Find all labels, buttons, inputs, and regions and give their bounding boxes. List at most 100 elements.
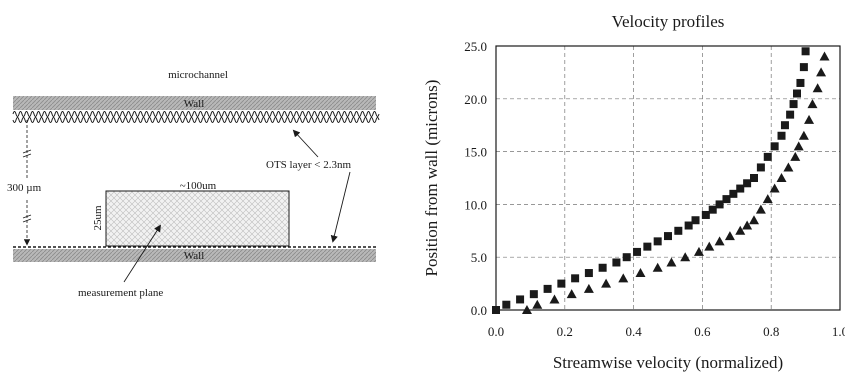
square-marker bbox=[780, 121, 789, 130]
triangle-marker bbox=[549, 294, 560, 304]
channel-height-label: 300 µm bbox=[7, 182, 42, 194]
triangle-marker bbox=[769, 183, 780, 193]
square-marker bbox=[622, 253, 631, 262]
square-marker bbox=[529, 290, 538, 299]
triangle-marker bbox=[819, 51, 830, 61]
square-marker bbox=[756, 163, 765, 172]
chart-gridlines bbox=[496, 46, 840, 310]
triangle-marker bbox=[812, 83, 823, 93]
box-width-label: ~100um bbox=[180, 180, 217, 192]
square-marker bbox=[492, 306, 500, 314]
ots-layer-wavy bbox=[12, 111, 380, 117]
x-tick-label: 0.2 bbox=[557, 324, 573, 339]
triangle-marker bbox=[566, 289, 577, 299]
square-marker bbox=[715, 200, 724, 209]
x-tick-label: 0.4 bbox=[625, 324, 642, 339]
y-tick-label: 5.0 bbox=[471, 250, 487, 265]
top-wall bbox=[13, 96, 376, 110]
x-axis-label: Streamwise velocity (normalized) bbox=[553, 353, 783, 372]
triangle-marker bbox=[742, 220, 753, 230]
triangle-marker bbox=[804, 114, 815, 124]
square-marker bbox=[789, 100, 798, 109]
square-marker bbox=[722, 195, 731, 204]
y-tick-label: 0.0 bbox=[471, 303, 487, 318]
square-marker bbox=[743, 179, 752, 188]
square-marker bbox=[763, 152, 772, 161]
bottom-wall bbox=[13, 249, 376, 262]
square-marker bbox=[701, 210, 710, 219]
square-marker bbox=[750, 174, 758, 182]
channel-height-dimension: 300 µm bbox=[7, 120, 42, 246]
triangle-marker bbox=[783, 162, 794, 172]
triangle-marker bbox=[601, 278, 612, 288]
triangle-marker bbox=[798, 130, 809, 140]
square-marker bbox=[801, 47, 810, 56]
square-marker bbox=[736, 184, 745, 193]
ots-bottom-arrow bbox=[330, 171, 351, 243]
triangle-marker bbox=[652, 262, 663, 272]
triangle-marker bbox=[735, 225, 746, 235]
data-markers bbox=[492, 47, 830, 314]
ots-layer-label: OTS layer < 2.3nm bbox=[266, 159, 351, 171]
square-marker bbox=[708, 205, 717, 214]
measurement-plane-label: measurement plane bbox=[78, 287, 163, 299]
square-marker bbox=[633, 247, 642, 256]
x-tick-label: 0.6 bbox=[694, 324, 711, 339]
x-tick-label: 0.0 bbox=[488, 324, 504, 339]
square-marker bbox=[674, 226, 683, 235]
square-marker bbox=[664, 232, 672, 241]
square-marker bbox=[770, 142, 779, 151]
ots-top-arrow bbox=[292, 129, 319, 158]
y-tick-label: 20.0 bbox=[464, 92, 487, 107]
axis-ticks: 0.0 0.2 0.4 0.6 0.8 1.0 0.0 5.0 10.0 15.0 20.0 25.0 bbox=[464, 39, 845, 339]
square-marker bbox=[612, 258, 621, 267]
triangle-marker bbox=[680, 252, 691, 262]
triangle-marker bbox=[635, 268, 646, 278]
square-marker bbox=[653, 237, 662, 246]
square-marker bbox=[571, 274, 580, 283]
square-marker bbox=[643, 242, 652, 251]
triangle-marker bbox=[790, 151, 801, 161]
square-marker bbox=[796, 78, 805, 87]
square-marker bbox=[799, 63, 808, 72]
square-marker bbox=[777, 131, 786, 140]
triangle-marker bbox=[583, 283, 594, 293]
triangle-marker bbox=[776, 173, 787, 182]
triangle-marker bbox=[666, 257, 677, 267]
triangle-marker bbox=[704, 241, 715, 251]
plot-frame bbox=[495, 45, 841, 311]
square-marker bbox=[502, 300, 511, 309]
triangle-marker bbox=[724, 231, 735, 241]
microchannel-diagram: microchannel Wall Wall 300 µm ~100um 25u… bbox=[7, 69, 380, 299]
triangle-marker bbox=[807, 99, 818, 109]
chart-title: Velocity profiles bbox=[612, 12, 725, 31]
square-marker bbox=[598, 263, 607, 272]
triangle-marker bbox=[618, 273, 629, 283]
y-tick-label: 15.0 bbox=[464, 145, 487, 160]
square-marker bbox=[584, 269, 593, 278]
square-marker bbox=[786, 110, 795, 119]
y-tick-label: 10.0 bbox=[464, 197, 487, 212]
diagram-title: microchannel bbox=[168, 69, 228, 81]
square-marker bbox=[684, 221, 693, 230]
triangle-marker bbox=[755, 204, 766, 214]
square-marker bbox=[793, 89, 801, 98]
square-marker bbox=[516, 295, 525, 304]
measurement-plane-arrow bbox=[123, 224, 161, 283]
triangle-marker bbox=[714, 236, 725, 246]
bottom-wall-label: Wall bbox=[184, 250, 205, 262]
square-marker bbox=[557, 279, 566, 288]
triangle-marker bbox=[532, 299, 543, 309]
square-marker bbox=[729, 189, 738, 198]
x-tick-label: 0.8 bbox=[763, 324, 779, 339]
measurement-region bbox=[105, 190, 290, 247]
velocity-chart: Velocity profiles 0.0 0.2 0.4 0.6 0.8 1.0 0.0 5… bbox=[422, 12, 845, 372]
y-axis-label: Position from wall (microns) bbox=[422, 80, 441, 277]
square-marker bbox=[691, 216, 700, 225]
box-height-label: 25um bbox=[92, 205, 104, 231]
triangle-marker bbox=[521, 305, 532, 314]
y-tick-label: 25.0 bbox=[464, 39, 487, 54]
ots-layer-wavy-lower bbox=[12, 117, 380, 123]
triangle-marker bbox=[762, 194, 773, 204]
